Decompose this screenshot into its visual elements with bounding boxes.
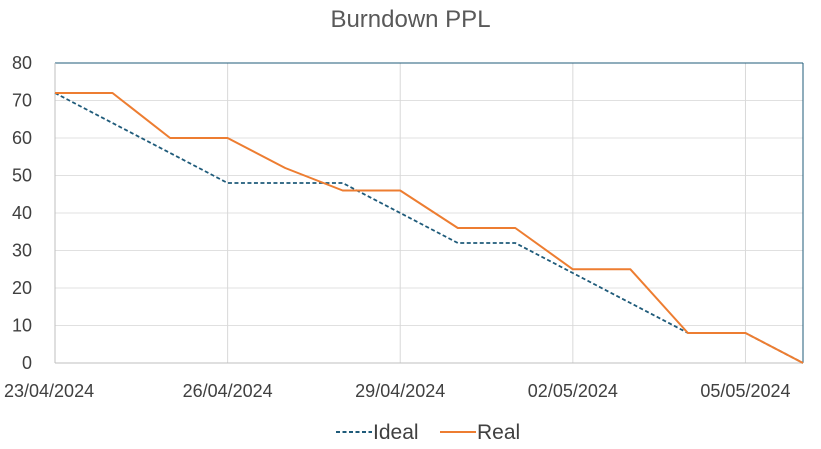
y-tick-label: 80: [12, 53, 32, 73]
x-tick-label: 29/04/2024: [355, 381, 445, 401]
y-tick-labels: 0 10 20 30 40 50 60 70 80: [12, 53, 32, 373]
y-tick-label: 0: [22, 353, 32, 373]
y-tick-label: 70: [12, 91, 32, 111]
series-line-ideal: [54, 92, 804, 364]
y-tick-label: 60: [12, 128, 32, 148]
axes: [54, 62, 804, 364]
y-tick-label: 10: [12, 316, 32, 336]
series: [54, 92, 804, 364]
x-tick-labels: 23/04/2024 26/04/2024 29/04/2024 02/05/2024…: [4, 381, 791, 401]
legend: Ideal Real: [336, 421, 520, 444]
x-tick-label: 26/04/2024: [183, 381, 273, 401]
series-line-real: [55, 92, 804, 364]
legend-label-real: Real: [477, 421, 520, 444]
chart-title: Burndown PPL: [330, 6, 491, 33]
y-tick-label: 40: [12, 203, 32, 223]
y-tick-label: 20: [12, 278, 32, 298]
grid-lines: [55, 62, 803, 363]
x-tick-label: 05/05/2024: [700, 381, 790, 401]
y-tick-label: 30: [12, 241, 32, 261]
x-tick-label: 02/05/2024: [528, 381, 618, 401]
x-tick-label: 23/04/2024: [4, 381, 94, 401]
y-tick-label: 50: [12, 166, 32, 186]
legend-label-ideal: Ideal: [373, 421, 419, 444]
